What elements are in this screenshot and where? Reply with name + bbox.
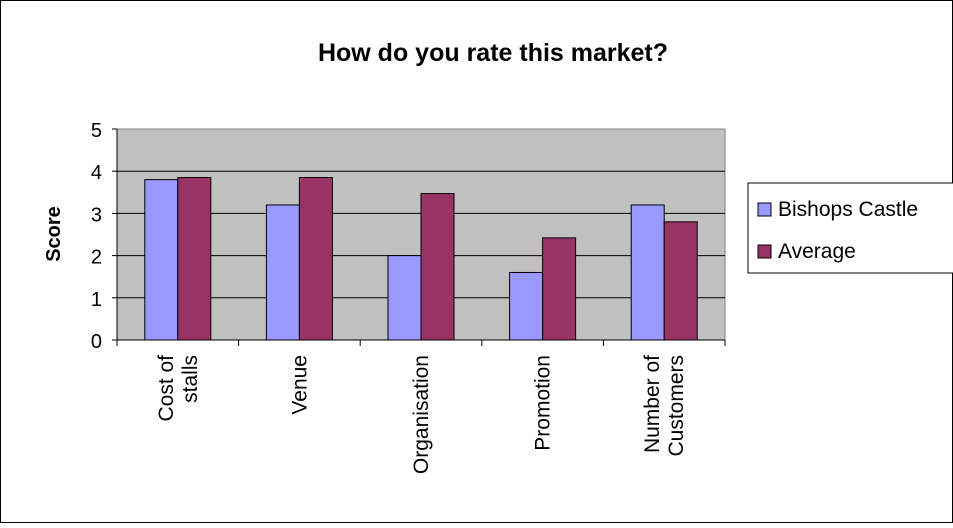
- bar-bishops-castle: [387, 255, 422, 341]
- x-tick-label: Number ofCustomers: [641, 355, 688, 457]
- x-tick-labels: Cost ofstalls Venue Organisation Promotion N…: [155, 355, 688, 474]
- axes: [112, 128, 726, 346]
- x-tick-label: Organisation: [410, 355, 433, 474]
- bar-average: [177, 177, 212, 341]
- bar-bishops-castle: [265, 204, 300, 341]
- bars: [144, 177, 698, 341]
- y-tick-label: 3: [91, 204, 102, 226]
- legend-box: [747, 182, 953, 274]
- legend-swatch: [757, 202, 772, 217]
- x-tick-label: Promotion: [532, 355, 555, 451]
- bar-average: [298, 177, 333, 341]
- bar-bishops-castle: [630, 204, 665, 341]
- y-tick-labels: 0 1 2 3 4 5: [91, 120, 102, 353]
- bar-average: [420, 193, 455, 341]
- y-axis-label: Score: [43, 206, 65, 262]
- legend: Bishops Castle Average: [747, 182, 953, 274]
- y-tick-label: 5: [91, 120, 102, 142]
- legend-label: Average: [778, 240, 856, 263]
- y-tick-label: 2: [91, 247, 102, 269]
- bar-bishops-castle: [144, 179, 179, 341]
- bar-average: [663, 221, 698, 341]
- bar-bishops-castle: [509, 271, 544, 341]
- chart-title: How do you rate this market?: [318, 39, 668, 67]
- bar-average: [542, 237, 577, 341]
- y-tick-label: 1: [91, 289, 102, 311]
- x-tick-label: Cost ofstalls: [155, 355, 202, 422]
- y-tick-label: 0: [91, 331, 102, 353]
- legend-swatch: [757, 244, 772, 259]
- y-tick-label: 4: [91, 162, 102, 184]
- legend-items: Bishops Castle Average: [757, 198, 918, 263]
- legend-label: Bishops Castle: [778, 198, 918, 221]
- x-tick-label: Venue: [288, 355, 311, 415]
